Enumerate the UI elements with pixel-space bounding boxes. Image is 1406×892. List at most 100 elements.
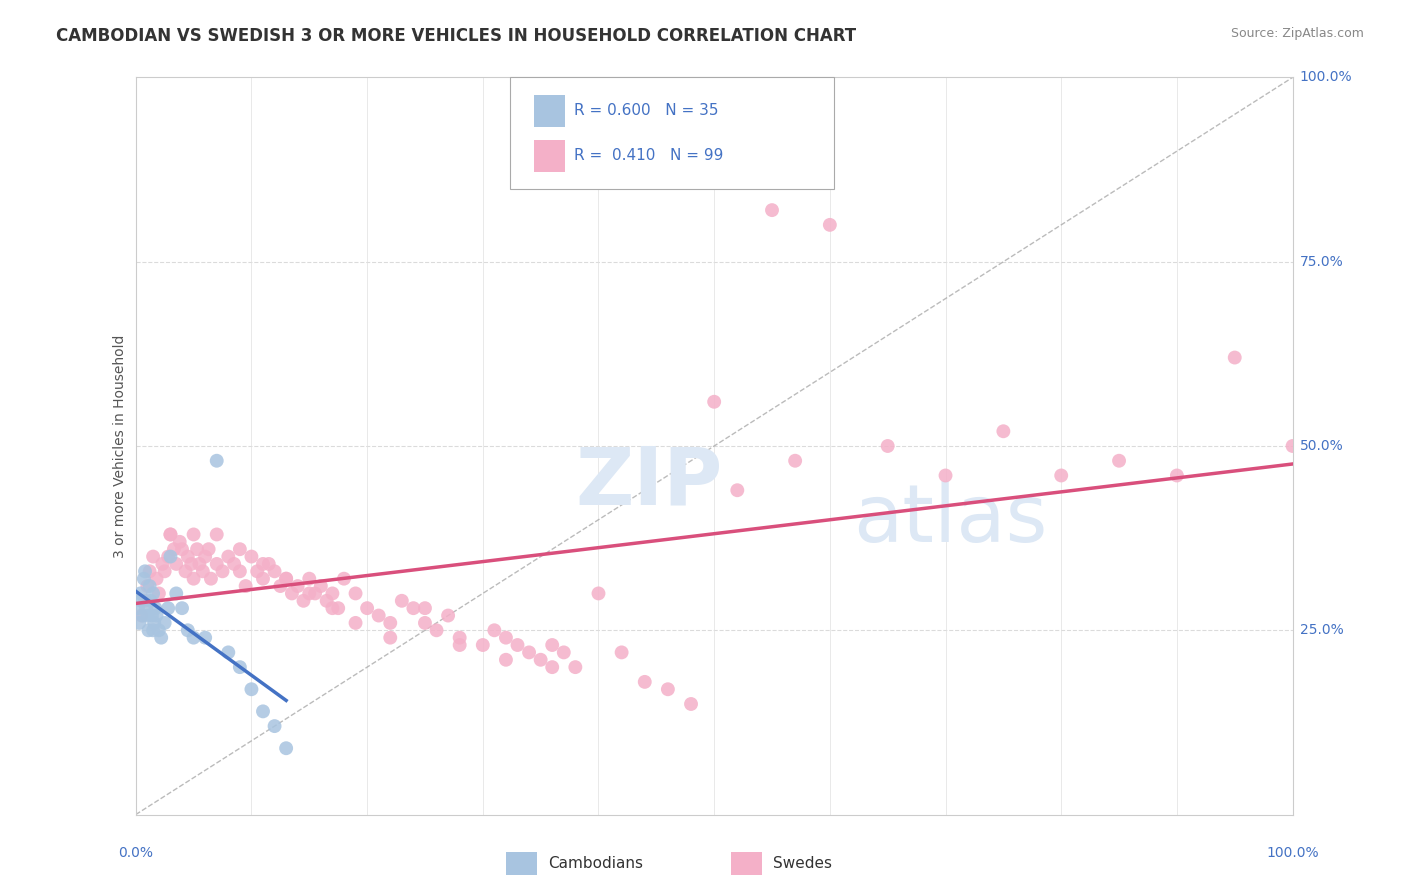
Text: Source: ZipAtlas.com: Source: ZipAtlas.com — [1230, 27, 1364, 40]
Point — [186, 542, 208, 557]
Point — [344, 586, 367, 600]
Point — [148, 586, 170, 600]
Point — [229, 542, 252, 557]
Point — [1281, 439, 1303, 453]
Point — [240, 549, 263, 564]
Point — [177, 549, 200, 564]
Point — [217, 549, 239, 564]
Point — [588, 586, 610, 600]
Point — [159, 527, 181, 541]
Point — [252, 572, 274, 586]
Text: atlas: atlas — [853, 481, 1047, 558]
Point — [876, 439, 898, 453]
Point — [413, 615, 436, 630]
Point — [163, 542, 186, 557]
Point — [191, 564, 214, 578]
Point — [287, 579, 309, 593]
Point — [495, 653, 517, 667]
Text: 0.0%: 0.0% — [118, 846, 153, 860]
Point — [252, 704, 274, 718]
Point — [1166, 468, 1188, 483]
Point — [194, 549, 217, 564]
Point — [785, 454, 807, 468]
Point — [276, 572, 298, 586]
Point — [170, 542, 193, 557]
Point — [367, 608, 389, 623]
Point — [315, 594, 337, 608]
Point — [449, 638, 471, 652]
Text: 75.0%: 75.0% — [1299, 255, 1343, 268]
Point — [437, 608, 460, 623]
Point — [229, 660, 252, 674]
Point — [725, 483, 748, 498]
Point — [170, 601, 193, 615]
Point — [148, 624, 170, 638]
Point — [153, 615, 176, 630]
Point — [188, 557, 211, 571]
Point — [174, 564, 197, 578]
Point — [298, 586, 321, 600]
Point — [138, 579, 160, 593]
Point — [761, 203, 783, 218]
Point — [517, 645, 540, 659]
Point — [143, 615, 166, 630]
Point — [263, 719, 285, 733]
Point — [257, 557, 280, 571]
Point — [657, 682, 679, 697]
Point — [229, 564, 252, 578]
Y-axis label: 3 or more Vehicles in Household: 3 or more Vehicles in Household — [114, 334, 128, 558]
Point — [391, 594, 413, 608]
Point — [564, 660, 586, 674]
Text: R =  0.410   N = 99: R = 0.410 N = 99 — [574, 148, 723, 163]
Point — [131, 594, 153, 608]
Point — [679, 697, 702, 711]
Point — [309, 579, 332, 593]
Point — [484, 624, 506, 638]
Text: 100.0%: 100.0% — [1299, 70, 1353, 85]
Point — [159, 549, 181, 564]
Point — [934, 468, 956, 483]
Point — [132, 572, 155, 586]
Point — [159, 527, 181, 541]
Point — [541, 660, 564, 674]
Point — [252, 557, 274, 571]
Point — [333, 572, 356, 586]
Point — [150, 557, 173, 571]
Point — [321, 586, 343, 600]
Text: CAMBODIAN VS SWEDISH 3 OR MORE VEHICLES IN HOUSEHOLD CORRELATION CHART: CAMBODIAN VS SWEDISH 3 OR MORE VEHICLES … — [56, 27, 856, 45]
Point — [150, 631, 173, 645]
Point — [205, 527, 228, 541]
Point — [183, 527, 205, 541]
Point — [553, 645, 575, 659]
Text: 100.0%: 100.0% — [1267, 846, 1319, 860]
Point — [269, 579, 291, 593]
Point — [131, 608, 153, 623]
Point — [141, 608, 163, 623]
Point — [217, 645, 239, 659]
Point — [205, 557, 228, 571]
Text: R = 0.600   N = 35: R = 0.600 N = 35 — [574, 103, 718, 118]
Point — [344, 615, 367, 630]
Point — [200, 572, 222, 586]
Point — [413, 601, 436, 615]
Point — [425, 624, 447, 638]
Point — [129, 586, 152, 600]
Point — [138, 564, 160, 578]
Point — [356, 601, 378, 615]
Point — [634, 674, 657, 689]
Point — [142, 624, 165, 638]
Point — [157, 601, 180, 615]
Point — [281, 586, 304, 600]
Point — [298, 572, 321, 586]
Point — [292, 594, 315, 608]
Point — [449, 631, 471, 645]
Point — [541, 638, 564, 652]
Point — [993, 424, 1015, 438]
Point — [145, 608, 167, 623]
Point — [1223, 351, 1246, 365]
Point — [610, 645, 633, 659]
Point — [222, 557, 245, 571]
Point — [145, 601, 167, 615]
Point — [276, 741, 298, 756]
Point — [211, 564, 233, 578]
